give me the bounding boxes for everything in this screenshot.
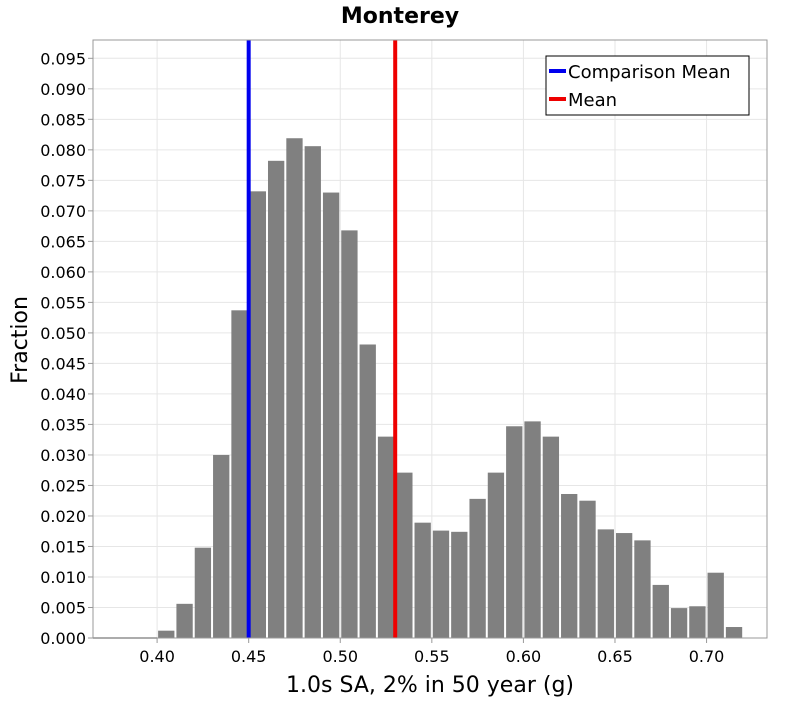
y-tick-label: 0.030: [40, 446, 86, 465]
x-axis-ticks: 0.40 0.45 0.50 0.55 0.60 0.65 0.70: [139, 638, 724, 666]
histogram-bar: [652, 584, 669, 638]
y-tick-label: 0.050: [40, 324, 86, 343]
y-tick-label: 0.010: [40, 568, 86, 587]
y-tick-label: 0.075: [40, 171, 86, 190]
y-tick-label: 0.060: [40, 263, 86, 282]
histogram-bar: [176, 603, 193, 638]
x-tick-label: 0.65: [597, 647, 633, 666]
grid-lines: [93, 40, 767, 639]
histogram-bar: [506, 426, 523, 638]
y-tick-label: 0.025: [40, 476, 86, 495]
y-tick-label: 0.020: [40, 507, 86, 526]
histogram-bar: [670, 608, 688, 638]
histogram-bar: [542, 436, 560, 638]
histogram-bar: [524, 421, 541, 638]
legend-label: Comparison Mean: [568, 62, 731, 83]
histogram-bar: [615, 533, 633, 638]
x-axis-label: 1.0s SA, 2% in 50 year (g): [286, 673, 574, 698]
y-tick-label: 0.005: [40, 598, 86, 617]
x-tick-label: 0.40: [139, 647, 175, 666]
histogram-bars: [158, 138, 743, 638]
histogram-bar: [487, 472, 505, 638]
histogram-bar: [359, 344, 376, 638]
histogram-bar: [579, 500, 596, 638]
histogram-bar: [322, 192, 340, 638]
histogram-bar: [158, 630, 175, 638]
x-tick-label: 0.45: [231, 647, 267, 666]
y-tick-label: 0.080: [40, 141, 86, 160]
y-axis-label: Fraction: [8, 296, 33, 384]
histogram-bar: [414, 522, 431, 638]
x-tick-label: 0.70: [689, 647, 725, 666]
histogram-bar: [707, 572, 724, 638]
chart-title: Monterey: [341, 4, 459, 29]
histogram-bar: [267, 160, 285, 638]
y-axis-ticks: 0.000 0.005 0.010 0.015 0.020 0.025 0.030 0.035…: [40, 49, 93, 648]
histogram-bar: [561, 493, 578, 638]
y-tick-label: 0.000: [40, 629, 86, 648]
x-tick-label: 0.50: [322, 647, 358, 666]
plot-frame: [92, 39, 768, 639]
histogram-bar: [432, 530, 450, 638]
histogram-bar: [597, 529, 614, 638]
y-tick-label: 0.035: [40, 415, 86, 434]
y-tick-label: 0.085: [40, 110, 86, 129]
y-tick-label: 0.055: [40, 293, 86, 312]
histogram-bar: [341, 230, 358, 638]
legend: Comparison Mean Mean: [545, 55, 750, 116]
histogram-bar: [689, 606, 706, 638]
legend-label: Mean: [568, 90, 617, 111]
y-tick-label: 0.045: [40, 354, 86, 373]
histogram-bar: [213, 454, 230, 638]
histogram-bar: [304, 146, 321, 638]
y-tick-label: 0.065: [40, 232, 86, 251]
histogram-bar: [249, 191, 266, 638]
histogram-bar: [451, 531, 468, 638]
y-tick-label: 0.015: [40, 537, 86, 556]
histogram-bar: [194, 547, 212, 638]
histogram-bar: [377, 436, 395, 638]
y-tick-label: 0.070: [40, 202, 86, 221]
y-tick-label: 0.095: [40, 49, 86, 68]
histogram-bar: [634, 540, 651, 638]
y-tick-label: 0.040: [40, 385, 86, 404]
histogram-bar: [725, 627, 743, 638]
mean-lines: [246, 40, 398, 638]
legend-box: [545, 55, 750, 116]
histogram-bar: [286, 138, 303, 638]
x-tick-label: 0.60: [506, 647, 542, 666]
histogram-bar: [396, 472, 413, 638]
y-tick-label: 0.090: [40, 80, 86, 99]
histogram-bar: [469, 498, 486, 638]
histogram-bar: [231, 310, 248, 638]
x-tick-label: 0.55: [414, 647, 450, 666]
